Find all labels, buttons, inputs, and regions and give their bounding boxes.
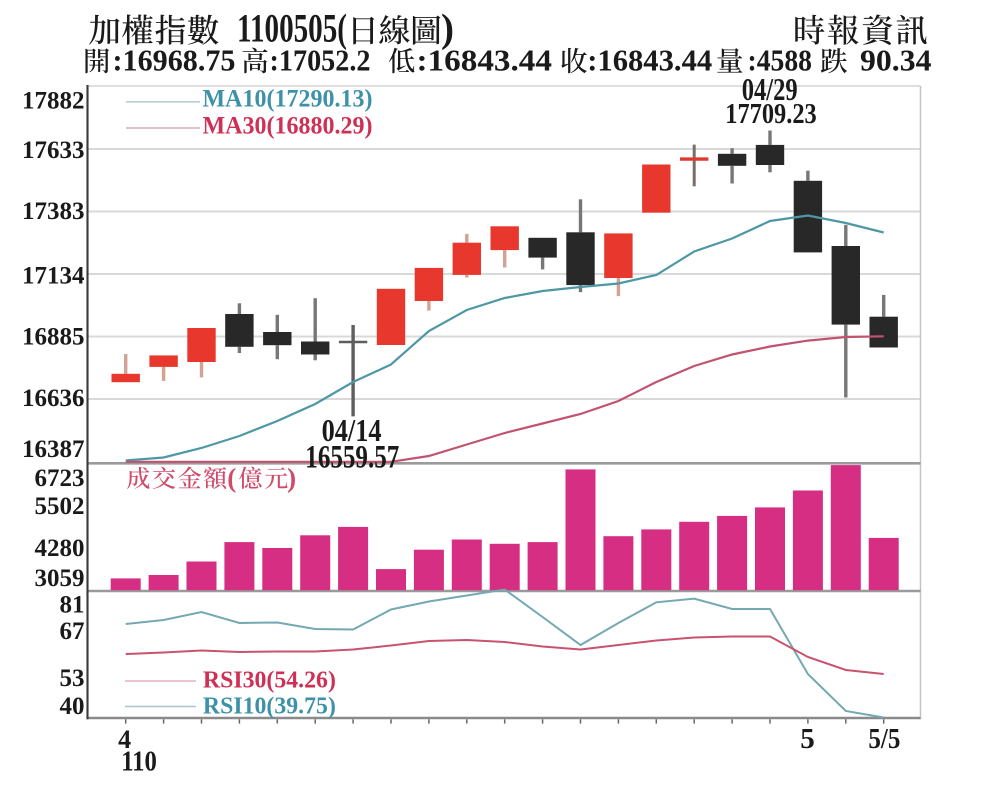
svg-text::4588: :4588 xyxy=(748,43,813,78)
svg-text:16387: 16387 xyxy=(22,436,85,463)
svg-text:4: 4 xyxy=(118,725,131,754)
svg-text::16843.44: :16843.44 xyxy=(417,43,553,78)
svg-text:81: 81 xyxy=(60,592,85,619)
svg-text:90.34: 90.34 xyxy=(860,43,932,78)
svg-text:MA30(16880.29): MA30(16880.29) xyxy=(203,113,373,140)
svg-text:RSI30(54.26): RSI30(54.26) xyxy=(203,668,336,694)
svg-text:17882: 17882 xyxy=(22,88,85,115)
svg-text:5/5: 5/5 xyxy=(868,723,900,755)
svg-text:16885: 16885 xyxy=(22,324,85,351)
svg-text:5502: 5502 xyxy=(35,493,85,520)
svg-text:MA10(17290.13): MA10(17290.13) xyxy=(203,86,373,113)
svg-text:): ) xyxy=(441,6,454,51)
svg-text:04/29: 04/29 xyxy=(742,71,798,107)
svg-text::17052.2: :17052.2 xyxy=(270,43,371,78)
svg-text:5: 5 xyxy=(800,723,815,755)
svg-text:): ) xyxy=(287,463,296,493)
svg-text:3059: 3059 xyxy=(35,565,85,592)
svg-text:53: 53 xyxy=(60,665,85,692)
svg-text:04/14: 04/14 xyxy=(322,412,382,448)
svg-text:17709.23: 17709.23 xyxy=(725,98,817,130)
svg-text:40: 40 xyxy=(60,693,85,720)
svg-text:17633: 17633 xyxy=(22,137,85,164)
svg-text:17134: 17134 xyxy=(22,263,85,290)
svg-text::16843.44: :16843.44 xyxy=(587,43,712,78)
svg-text:16559.57: 16559.57 xyxy=(305,440,399,476)
svg-text:RSI10(39.75): RSI10(39.75) xyxy=(203,694,336,720)
svg-text:1100505(: 1100505( xyxy=(237,6,347,51)
svg-text:6723: 6723 xyxy=(35,465,85,492)
svg-text:16636: 16636 xyxy=(22,385,85,412)
svg-text:67: 67 xyxy=(60,618,85,645)
svg-text:(: ( xyxy=(227,463,236,493)
svg-text:17383: 17383 xyxy=(22,198,85,225)
svg-text:4280: 4280 xyxy=(35,535,85,562)
svg-text::16968.75: :16968.75 xyxy=(113,43,236,78)
svg-text:110: 110 xyxy=(121,747,157,778)
